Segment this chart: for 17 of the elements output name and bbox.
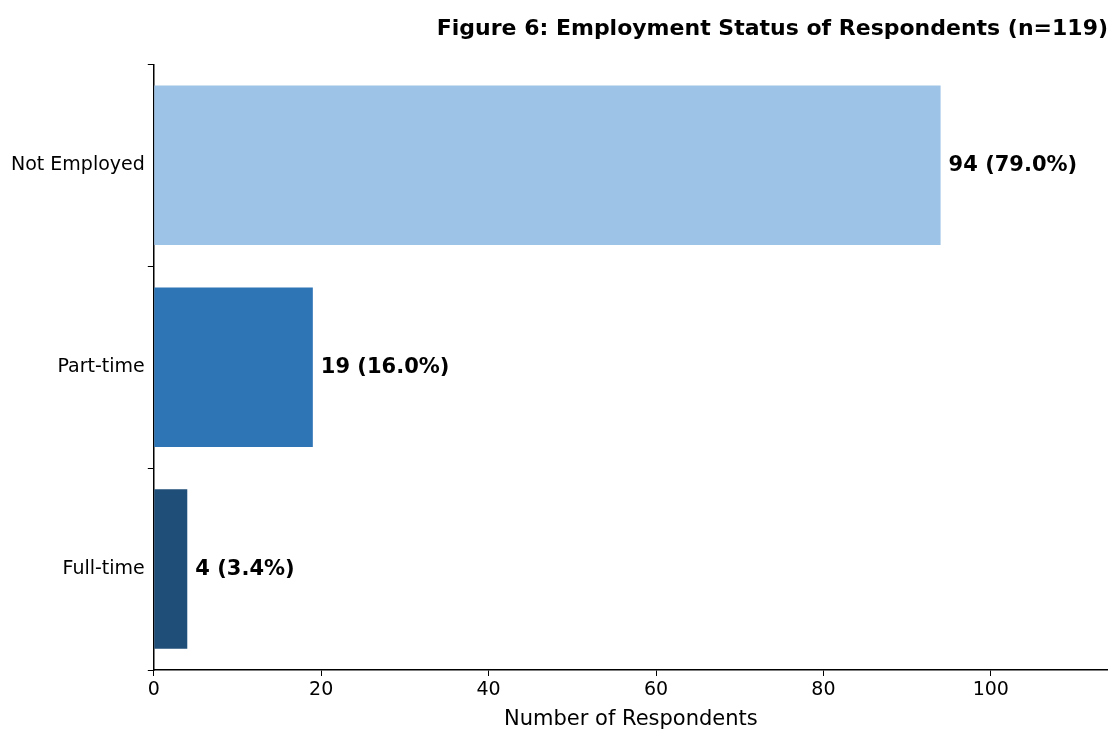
x-axis-title: Number of Respondents	[504, 705, 758, 730]
bar	[154, 85, 941, 246]
y-tick-label: Part-time	[57, 354, 145, 377]
data-label: 4 (3.4%)	[195, 555, 295, 580]
bar	[154, 287, 313, 447]
y-tick-label: Full-time	[62, 556, 145, 578]
data-label: 94 (79.0%)	[948, 151, 1078, 176]
chart-title: Figure 6: Employment Status of Respondents (n=119)	[436, 14, 1108, 40]
x-tick-label: 80	[811, 677, 836, 700]
x-tick-label: 60	[643, 677, 669, 700]
x-tick-label: 40	[476, 677, 501, 700]
x-tick-label: 20	[309, 677, 334, 700]
x-tick-label: 0	[147, 677, 160, 700]
x-tick-label: 100	[972, 677, 1009, 700]
bar	[154, 489, 188, 649]
data-label: 19 (16.0%)	[320, 353, 450, 378]
y-tick-label: Not Employed	[10, 152, 145, 175]
